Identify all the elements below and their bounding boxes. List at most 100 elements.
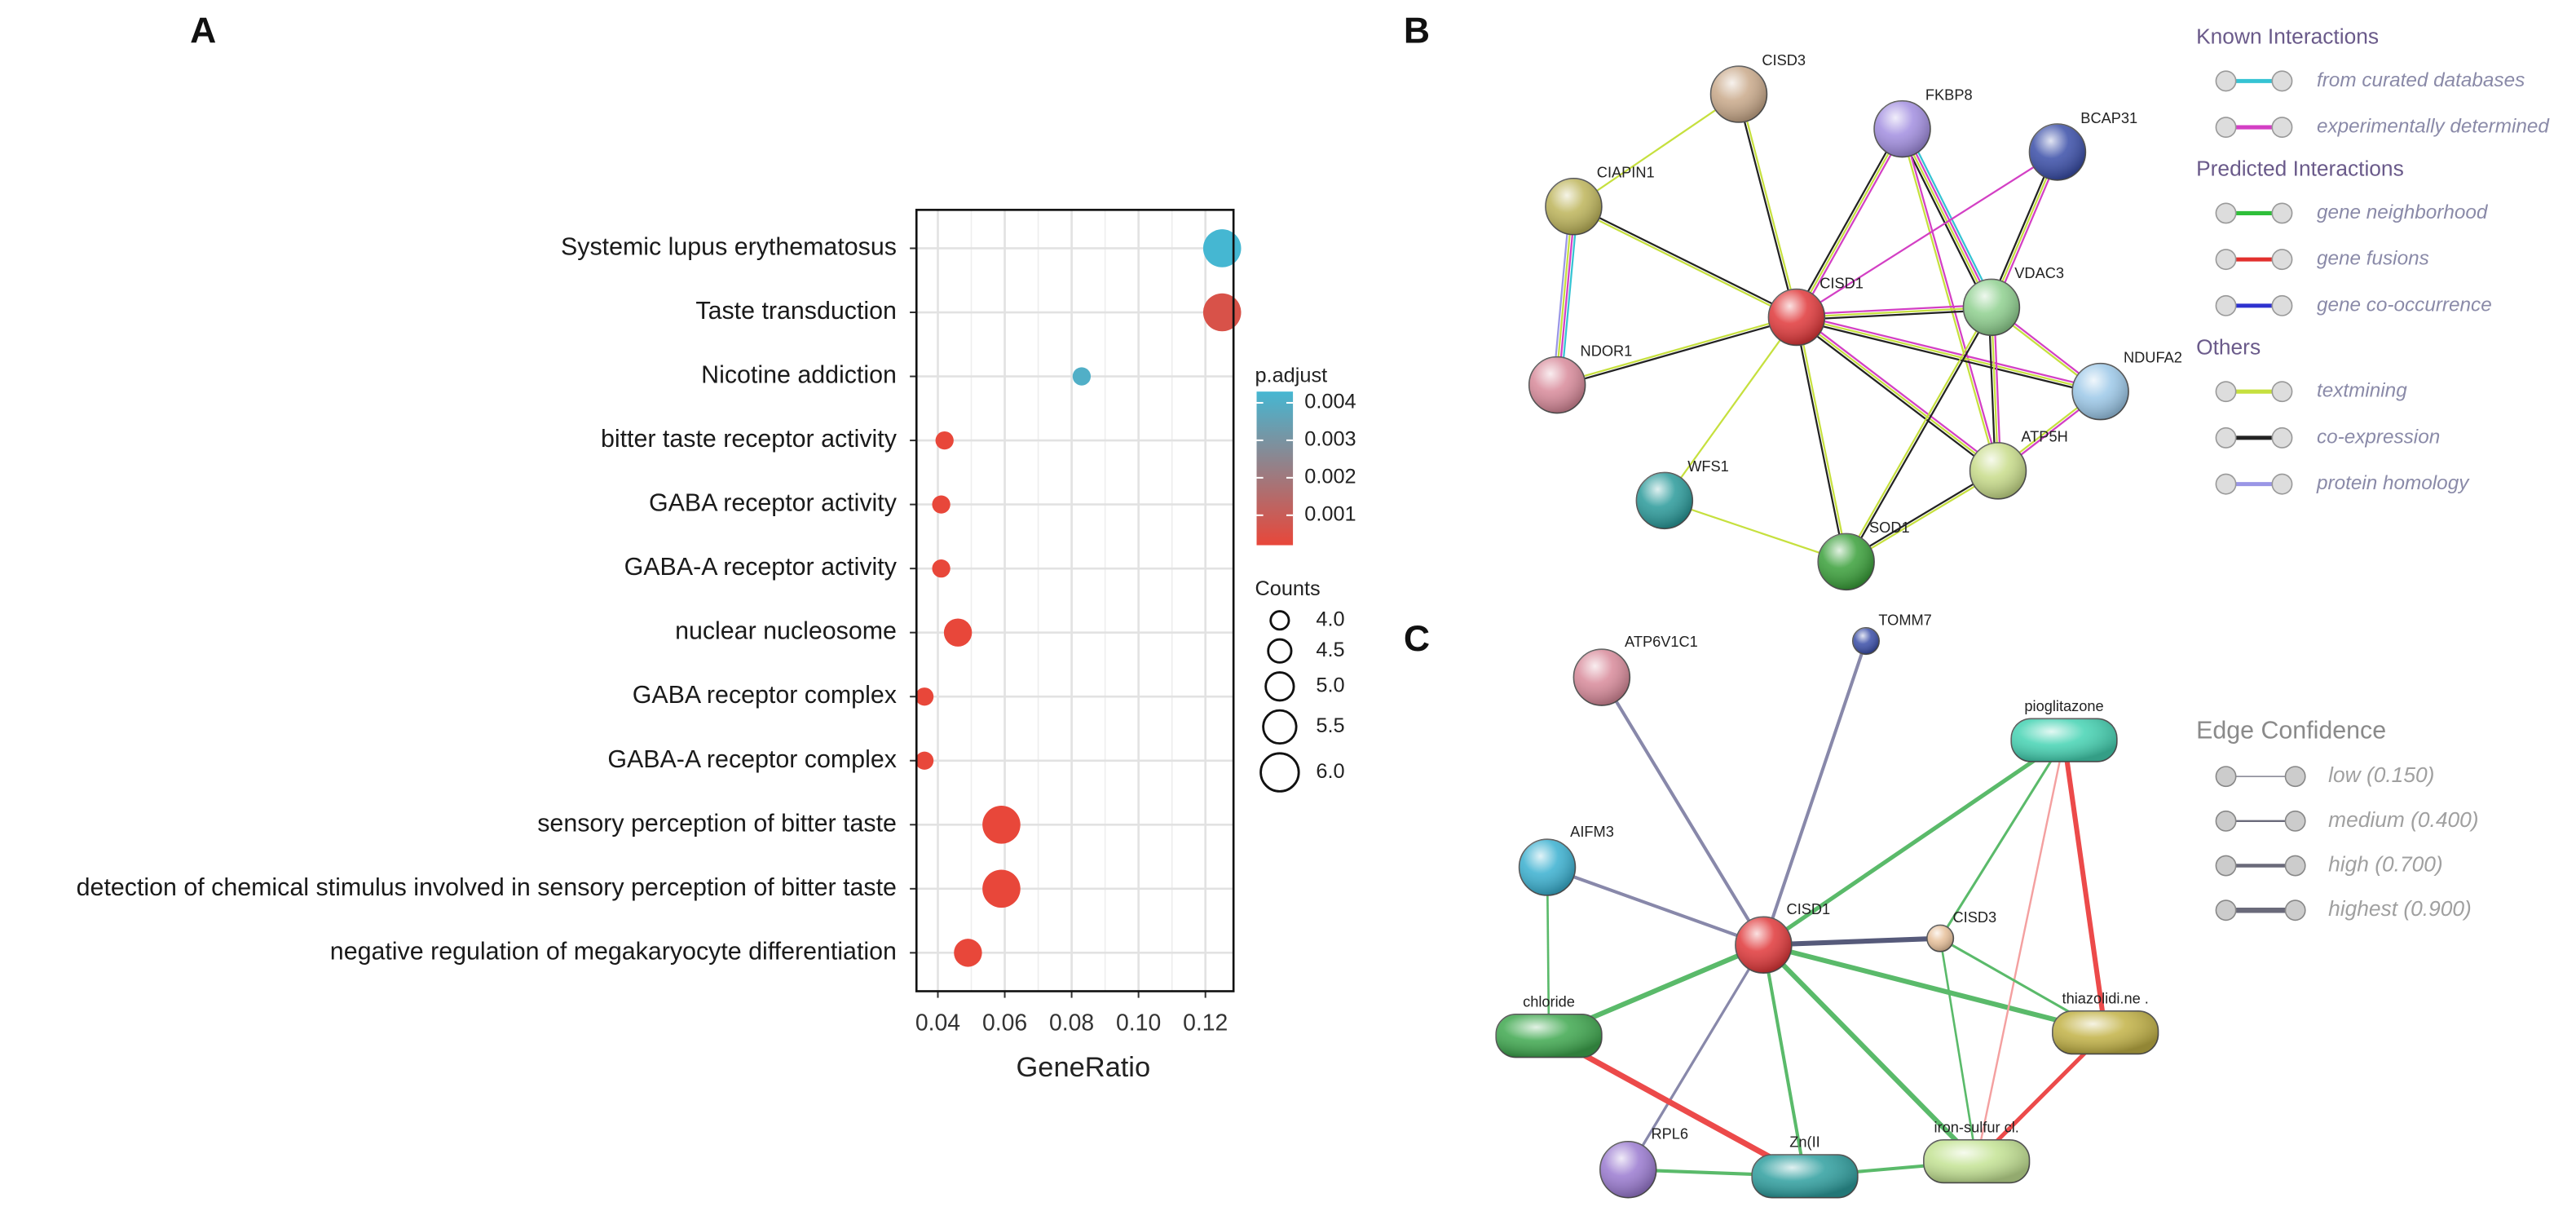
node-shine <box>1496 1014 1602 1058</box>
edge <box>1797 316 1849 562</box>
dot <box>915 751 934 770</box>
legend-knob <box>2215 427 2237 449</box>
edge <box>1600 676 1766 946</box>
legend-knob <box>2271 249 2293 271</box>
legend-heading: Edge Confidence <box>2196 716 2386 744</box>
legend-knob <box>2271 117 2293 139</box>
legend-title: p.adjust <box>1255 365 1327 387</box>
legend-knob <box>2215 294 2237 316</box>
node-shine <box>1735 917 1792 974</box>
node-shine <box>1528 356 1586 413</box>
legend-label: medium (0.400) <box>2328 807 2478 832</box>
node-label: NDOR1 <box>1581 342 1633 359</box>
legend-knob <box>2215 899 2237 922</box>
edge <box>1739 93 1799 317</box>
panel-label: A <box>190 11 216 51</box>
node-label: RPL6 <box>1651 1125 1688 1142</box>
legend-label: protein homology <box>2316 472 2470 494</box>
edge <box>1797 314 2000 470</box>
edge <box>1762 943 1978 1164</box>
edge <box>1794 318 1997 474</box>
plot-background <box>916 210 1234 992</box>
legend-heading: Known Interactions <box>2196 24 2379 49</box>
dot <box>982 869 1021 908</box>
y-tick-label: GABA-A receptor activity <box>624 553 898 581</box>
legend-knob <box>2215 810 2237 832</box>
node-label: thiazolidi.ne . <box>2062 989 2149 1006</box>
node-label: VDAC3 <box>2014 264 2064 281</box>
node-shine <box>1573 649 1630 706</box>
edge <box>1846 471 2000 564</box>
legend-label: from curated databases <box>2317 69 2525 91</box>
edge <box>1796 303 1992 316</box>
dot <box>943 618 973 647</box>
edge <box>1573 204 1798 317</box>
y-tick-label: Systemic lupus erythematosus <box>561 233 897 261</box>
edge <box>1736 94 1797 318</box>
edge <box>1547 1033 1806 1179</box>
dot <box>935 431 954 450</box>
legend-knob <box>2284 766 2306 788</box>
edge <box>1663 316 1797 502</box>
edge <box>1898 130 1989 310</box>
legend-knob <box>2284 810 2306 832</box>
legend-knob <box>2271 473 2293 495</box>
y-tick-label: GABA-A receptor complex <box>607 745 897 773</box>
node-shine <box>1599 1141 1656 1198</box>
edge <box>1796 316 2101 393</box>
edge <box>1796 316 1999 472</box>
node-shine <box>2072 363 2129 420</box>
edge <box>1902 127 1994 307</box>
edge <box>1796 306 1992 319</box>
y-tick-label: GABA receptor complex <box>633 681 897 709</box>
edge <box>1796 151 2058 318</box>
edge <box>1762 944 1807 1177</box>
node-shine <box>1546 178 1602 235</box>
edge <box>1795 319 2101 396</box>
panel-label: C <box>1404 619 1430 659</box>
dot <box>982 806 1021 844</box>
plot-border <box>915 209 1235 992</box>
edge <box>1797 130 1906 320</box>
colorbar-label: 0.002 <box>1304 466 1356 488</box>
legend-knob <box>2215 70 2237 92</box>
node-label: CIAPIN1 <box>1597 164 1655 181</box>
legend-knob <box>2215 381 2237 403</box>
dot <box>932 559 951 578</box>
edge <box>1797 308 1992 321</box>
edge <box>1762 942 2106 1036</box>
legend-label: highest (0.900) <box>2328 896 2472 921</box>
node-label: AIFM3 <box>1570 823 1614 840</box>
edge <box>1552 206 1571 385</box>
legend-knob <box>2215 766 2237 788</box>
node-shine <box>1818 533 1875 590</box>
legend-label: low (0.150) <box>2328 762 2434 787</box>
legend-knob <box>2284 855 2306 877</box>
colorbar-label: 0.004 <box>1304 391 1356 413</box>
edge <box>1900 129 1992 309</box>
edge <box>1556 315 1797 385</box>
legend-knob <box>2271 381 2293 403</box>
node-label: CISD3 <box>1953 908 1997 926</box>
legend-knob <box>2271 202 2293 224</box>
legend-heading: Others <box>2196 334 2261 359</box>
legend-label: high (0.700) <box>2328 851 2443 876</box>
edge <box>1626 944 1765 1171</box>
size-label: 4.5 <box>1316 639 1344 661</box>
edge <box>1795 128 1903 318</box>
node-label: chloride <box>1523 992 1575 1010</box>
node-shine <box>1963 279 2020 336</box>
edge <box>1794 317 1846 563</box>
edge <box>1793 126 1901 316</box>
dot <box>1072 367 1092 386</box>
x-tick-label: 0.08 <box>1049 1010 1094 1036</box>
size-label: 6.0 <box>1316 760 1344 783</box>
edge <box>1899 129 1998 472</box>
legend-heading: Predicted Interactions <box>2196 157 2404 181</box>
node-label: ATP5H <box>2021 428 2067 445</box>
edge <box>1939 739 2066 939</box>
node-shine <box>1969 442 2027 499</box>
edge <box>1762 640 1868 946</box>
legend-knob <box>2271 70 2293 92</box>
